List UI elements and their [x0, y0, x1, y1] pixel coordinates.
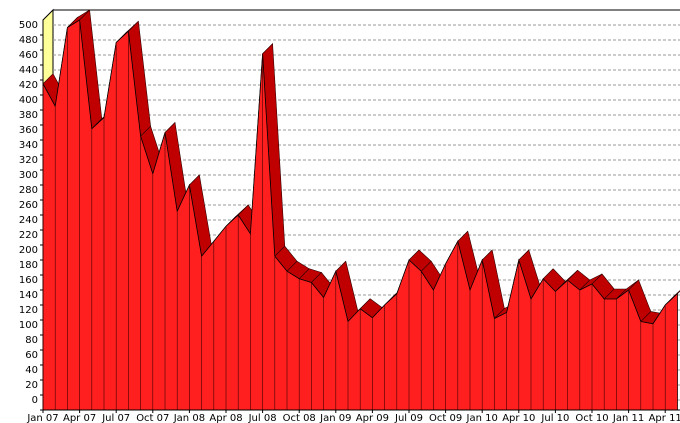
- y-tick-label: 80: [25, 335, 38, 346]
- y-tick-label: 180: [19, 260, 38, 271]
- y-tick-label: 120: [19, 305, 38, 316]
- x-tick-label: Jan 09: [319, 413, 351, 423]
- y-tick-label: 200: [19, 245, 38, 256]
- y-tick-label: 460: [19, 50, 38, 61]
- y-tick-label: 160: [19, 275, 38, 286]
- y-tick-label: 140: [19, 290, 38, 301]
- x-tick-label: Oct 07: [136, 413, 169, 423]
- x-tick-label: Apr 08: [209, 413, 242, 423]
- y-tick-label: 280: [19, 185, 38, 196]
- y-tick-label: 440: [19, 65, 38, 76]
- x-tick-label: Jul 10: [540, 413, 569, 423]
- x-tick-label: Jan 11: [612, 413, 644, 423]
- y-tick-label: 400: [19, 95, 38, 106]
- y-tick-label: 420: [19, 80, 38, 91]
- x-tick-label: Apr 09: [356, 413, 389, 423]
- x-tick-label: Jul 07: [101, 413, 130, 423]
- y-tick-label: 480: [19, 35, 38, 46]
- y-tick-label: 100: [19, 320, 38, 331]
- y-tick-label: 40: [25, 365, 38, 376]
- x-tick-label: Oct 08: [283, 413, 316, 423]
- x-tick-label: Jul 08: [248, 413, 277, 423]
- y-tick-label: 260: [19, 200, 38, 211]
- x-tick-label: Oct 09: [429, 413, 462, 423]
- y-tick-label: 60: [25, 350, 38, 361]
- x-tick-label: Jan 10: [466, 413, 498, 423]
- x-tick-label: Apr 10: [502, 413, 535, 423]
- x-tick-label: Apr 11: [649, 413, 680, 423]
- x-tick-label: Jan 07: [26, 413, 58, 423]
- x-tick-label: Jul 09: [394, 413, 423, 423]
- x-tick-label: Jan 08: [173, 413, 205, 423]
- y-tick-label: 380: [19, 110, 38, 121]
- y-tick-label: 0: [32, 395, 38, 406]
- y-tick-label: 500: [19, 20, 38, 31]
- y-tick-label: 340: [19, 140, 38, 151]
- x-tick-label: Oct 10: [575, 413, 608, 423]
- y-tick-label: 20: [25, 380, 38, 391]
- y-tick-label: 300: [19, 170, 38, 181]
- y-tick-label: 220: [19, 230, 38, 241]
- y-tick-label: 240: [19, 215, 38, 226]
- y-tick-label: 360: [19, 125, 38, 136]
- x-tick-label: Apr 07: [63, 413, 96, 423]
- y-tick-label: 320: [19, 155, 38, 166]
